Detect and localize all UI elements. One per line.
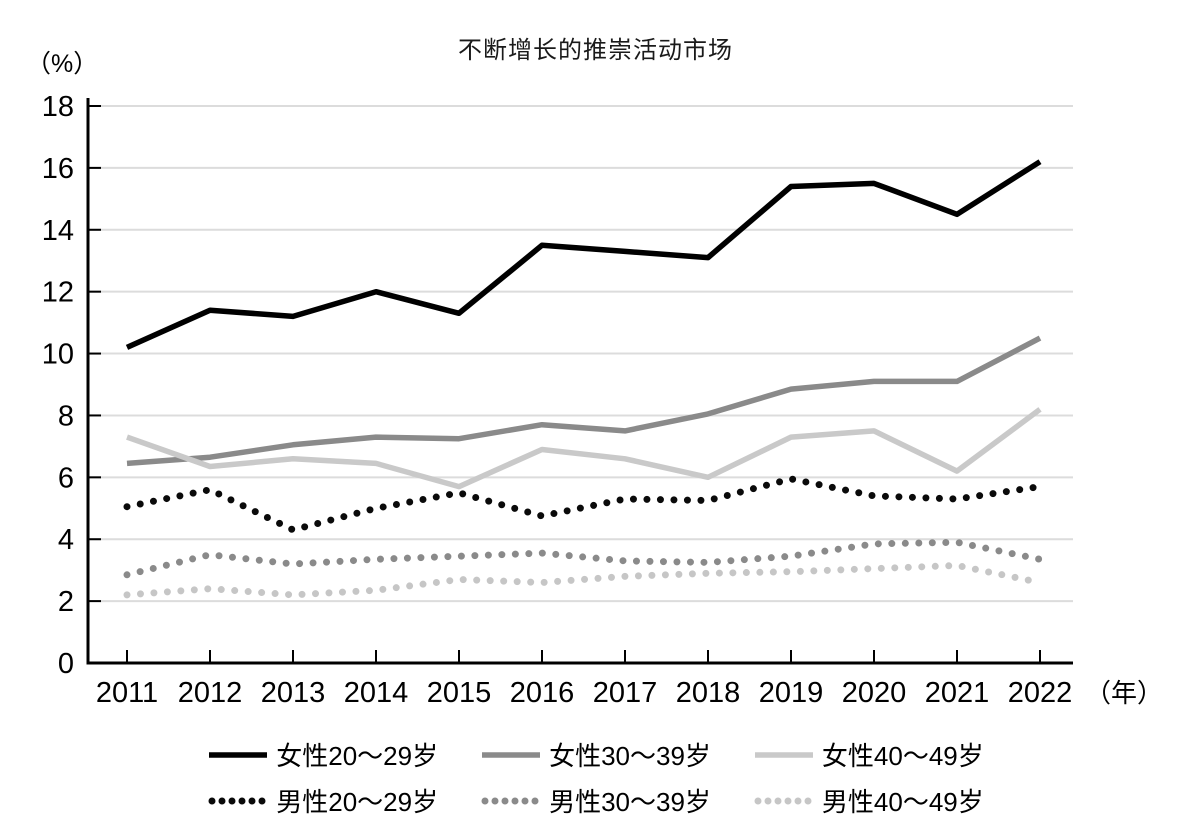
x-tick-label: 2022 bbox=[1008, 677, 1073, 709]
y-tick-label: 8 bbox=[58, 400, 74, 432]
chart-legend: 女性20～29岁 女性30～39岁 女性40～49岁男性20～29岁 男性30～39岁… bbox=[0, 736, 1191, 819]
y-tick-label: 14 bbox=[42, 215, 74, 247]
x-tick-label: 2014 bbox=[344, 677, 409, 709]
x-tick-label: 2013 bbox=[261, 677, 326, 709]
y-axis-unit-label: （%） bbox=[26, 50, 99, 78]
legend-dotted-line-swatch bbox=[481, 797, 541, 804]
y-tick-label: 4 bbox=[58, 524, 74, 556]
x-tick-label: 2015 bbox=[427, 677, 492, 709]
legend-dotted-line-swatch bbox=[208, 797, 268, 804]
legend-item: 男性30～39岁 bbox=[480, 782, 711, 819]
y-tick-label: 18 bbox=[42, 91, 74, 123]
series-line-5 bbox=[123, 562, 1044, 599]
legend-row: 女性20～29岁 女性30～39岁 女性40～49岁 bbox=[207, 736, 984, 773]
y-tick-label: 16 bbox=[42, 153, 74, 185]
x-tick-label: 2017 bbox=[593, 677, 658, 709]
legend-item: 女性40～49岁 bbox=[753, 736, 984, 773]
y-tick-label: 6 bbox=[58, 462, 74, 494]
legend-solid-line-swatch bbox=[754, 751, 813, 758]
y-tick-label: 0 bbox=[58, 648, 74, 680]
x-tick-label: 2018 bbox=[676, 677, 741, 709]
legend-solid-line-swatch bbox=[482, 751, 541, 758]
legend-label: 男性40～49岁 bbox=[821, 787, 984, 817]
legend-item: 男性40～49岁 bbox=[753, 782, 984, 819]
x-tick-label: 2012 bbox=[178, 677, 243, 709]
x-tick-label: 2011 bbox=[96, 677, 158, 709]
y-tick-label: 2 bbox=[58, 586, 74, 618]
series-line-0 bbox=[125, 159, 1042, 350]
y-tick-label: 10 bbox=[42, 339, 74, 371]
legend-label: 男性20～29岁 bbox=[276, 787, 439, 817]
legend-item: 女性30～39岁 bbox=[480, 736, 711, 773]
x-tick-label: 2021 bbox=[925, 677, 990, 709]
series-line-2 bbox=[126, 407, 1042, 490]
series-line-3 bbox=[123, 475, 1044, 534]
y-tick-label: 12 bbox=[42, 277, 74, 309]
series-line-1 bbox=[126, 335, 1042, 467]
x-tick-label: 2016 bbox=[510, 677, 575, 709]
legend-dotted-line-swatch bbox=[754, 797, 814, 804]
series-line-4 bbox=[123, 538, 1044, 579]
chart-title: 不断增长的推崇活动市场 bbox=[458, 37, 733, 64]
legend-row: 男性20～29岁 男性30～39岁 男性40～49岁 bbox=[207, 782, 984, 819]
legend-label: 女性20～29岁 bbox=[276, 741, 439, 771]
legend-label: 女性40～49岁 bbox=[821, 741, 984, 771]
legend-item: 男性20～29岁 bbox=[207, 782, 438, 819]
legend-item: 女性20～29岁 bbox=[207, 736, 438, 773]
legend-label: 女性30～39岁 bbox=[549, 741, 711, 771]
legend-label: 男性30～39岁 bbox=[549, 787, 711, 817]
x-axis-unit-label: （年） bbox=[1085, 678, 1163, 708]
x-tick-label: 2020 bbox=[842, 677, 907, 709]
legend-solid-line-swatch bbox=[209, 751, 268, 758]
x-tick-label: 2019 bbox=[759, 677, 824, 709]
